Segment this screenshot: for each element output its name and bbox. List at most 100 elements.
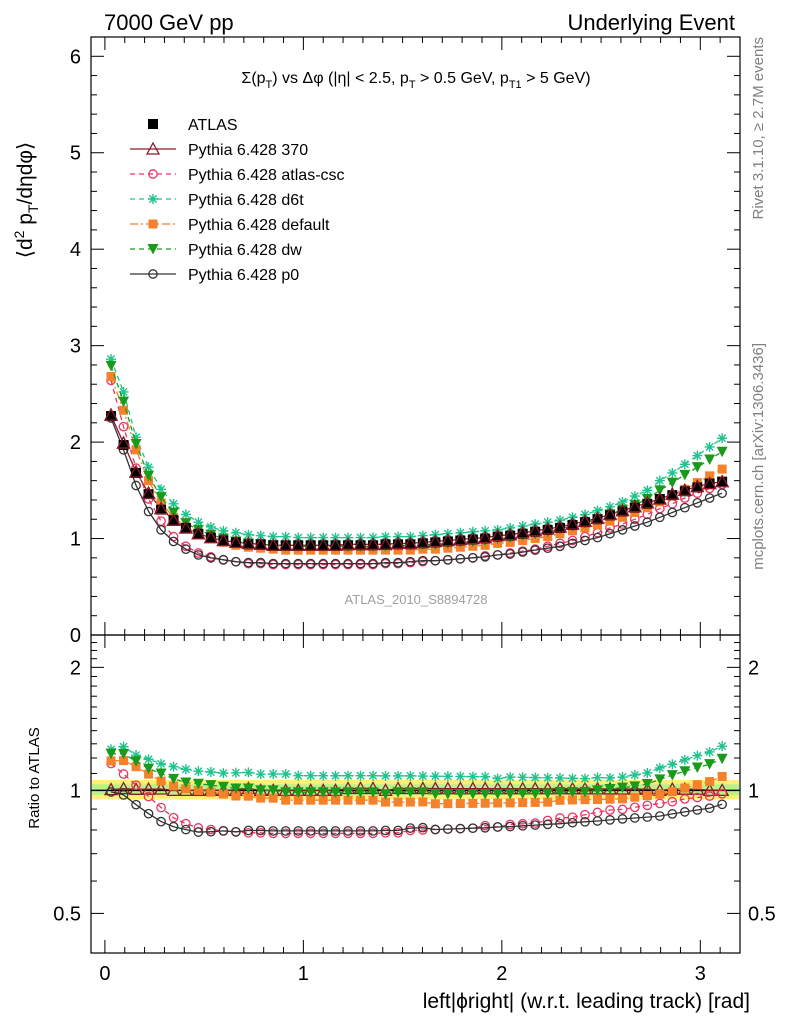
series-point-overlay <box>116 435 131 449</box>
main-series-layer <box>103 354 730 570</box>
ratio-series-layer <box>103 741 730 839</box>
main-y-tick-label: 2 <box>70 432 81 454</box>
ratio-point <box>455 823 466 834</box>
ratio-point <box>230 767 241 778</box>
series-point <box>455 553 466 564</box>
ratio-point <box>605 805 615 815</box>
ratio-point <box>205 780 217 791</box>
ratio-point <box>704 803 715 814</box>
ratio-point <box>530 797 540 807</box>
ratio-point <box>355 787 367 798</box>
series-point <box>654 475 665 486</box>
ratio-point <box>492 822 503 832</box>
header-right: Underlying Event <box>567 10 735 35</box>
series-point <box>605 516 615 526</box>
data-point <box>330 540 341 551</box>
ratio-point <box>343 770 354 781</box>
data-point <box>629 502 640 513</box>
series-point <box>667 498 678 509</box>
series-point-overlay <box>241 536 256 550</box>
series-point <box>218 525 229 536</box>
series-point-overlay <box>690 479 705 493</box>
ratio-point <box>267 785 279 796</box>
ratio-point <box>292 787 304 798</box>
ratio-point <box>417 822 428 833</box>
series-point <box>205 521 216 532</box>
ratio-point <box>281 795 291 805</box>
ratio-point <box>443 824 453 834</box>
ratio-point <box>330 787 342 798</box>
y-axis-label-ratio: Ratio to ATLAS <box>26 727 43 828</box>
ratio-point <box>566 786 578 798</box>
data-point <box>530 526 541 537</box>
ratio-point <box>181 784 191 794</box>
data-point <box>118 439 129 450</box>
series-point <box>106 372 116 382</box>
ratio-point <box>143 808 154 819</box>
series-point <box>517 547 528 557</box>
ratio-point <box>368 826 378 836</box>
data-point <box>230 537 241 548</box>
series-point-overlay <box>490 528 505 542</box>
x-tick-label: 3 <box>695 963 706 985</box>
series-point-overlay <box>577 513 593 527</box>
series-point <box>717 488 727 499</box>
ratio-y-tick-label: 1 <box>70 780 81 802</box>
ratio-point <box>691 762 703 774</box>
ratio-point <box>131 750 142 761</box>
ratio-point <box>442 771 453 782</box>
data-point <box>542 524 553 535</box>
ratio-point <box>641 778 653 790</box>
ratio-point <box>605 794 615 804</box>
series-point-overlay <box>665 486 680 500</box>
series-point <box>629 491 640 502</box>
ratio-point <box>181 824 191 835</box>
series-point <box>592 520 602 530</box>
legend-marker <box>148 219 158 229</box>
data-point <box>642 498 653 509</box>
ratio-point <box>306 795 316 805</box>
ratio-point <box>280 768 291 779</box>
series-point <box>542 543 553 554</box>
series-point <box>155 492 167 503</box>
series-point <box>704 441 715 452</box>
ratio-y-tick-label-right: 2 <box>748 657 759 679</box>
rivet-label: Rivet 3.1.10, ≥ 2.7M events <box>750 37 767 220</box>
ratio-point <box>141 781 156 795</box>
ratio-point <box>592 816 603 826</box>
ratio-point <box>579 773 590 784</box>
main-y-tick-label: 3 <box>70 336 81 358</box>
ratio-point <box>467 788 479 800</box>
ratio-point <box>380 770 391 781</box>
ratio-point <box>442 789 454 800</box>
ratio-point <box>629 802 640 813</box>
series-point <box>181 544 191 555</box>
legend-entry: Pythia 6.428 dw <box>130 242 302 259</box>
series-point <box>156 516 166 527</box>
series-point-overlay <box>453 532 468 546</box>
ratio-point <box>218 826 229 836</box>
ratio-point <box>218 789 228 799</box>
series-2-ratio <box>106 741 728 784</box>
ratio-point <box>343 795 353 805</box>
ratio-point <box>443 799 453 809</box>
ratio-point <box>156 776 166 786</box>
ratio-point <box>555 813 565 823</box>
legend: ATLAS Pythia 6.428 370 Pythia 6.428 atlas-… <box>130 117 345 284</box>
series-point <box>417 555 428 566</box>
ratio-point <box>529 788 541 800</box>
series-point <box>305 532 316 543</box>
ratio-point <box>255 785 267 796</box>
data-point <box>156 504 167 515</box>
legend-entry: Pythia 6.428 default <box>130 217 330 234</box>
series-point-overlay <box>316 537 331 551</box>
ratio-point <box>580 816 590 827</box>
legend-label: Pythia 6.428 default <box>188 217 330 234</box>
series-point <box>243 557 254 568</box>
ratio-point <box>118 769 129 779</box>
axes-layer: 0 1 2 3 4 5 6 0.5 1 2 0.5 1 2 0 1 2 3 <box>53 37 776 985</box>
ratio-point <box>642 800 653 811</box>
data-point <box>380 539 391 550</box>
ratio-point <box>530 820 541 830</box>
legend-marker <box>148 169 158 179</box>
